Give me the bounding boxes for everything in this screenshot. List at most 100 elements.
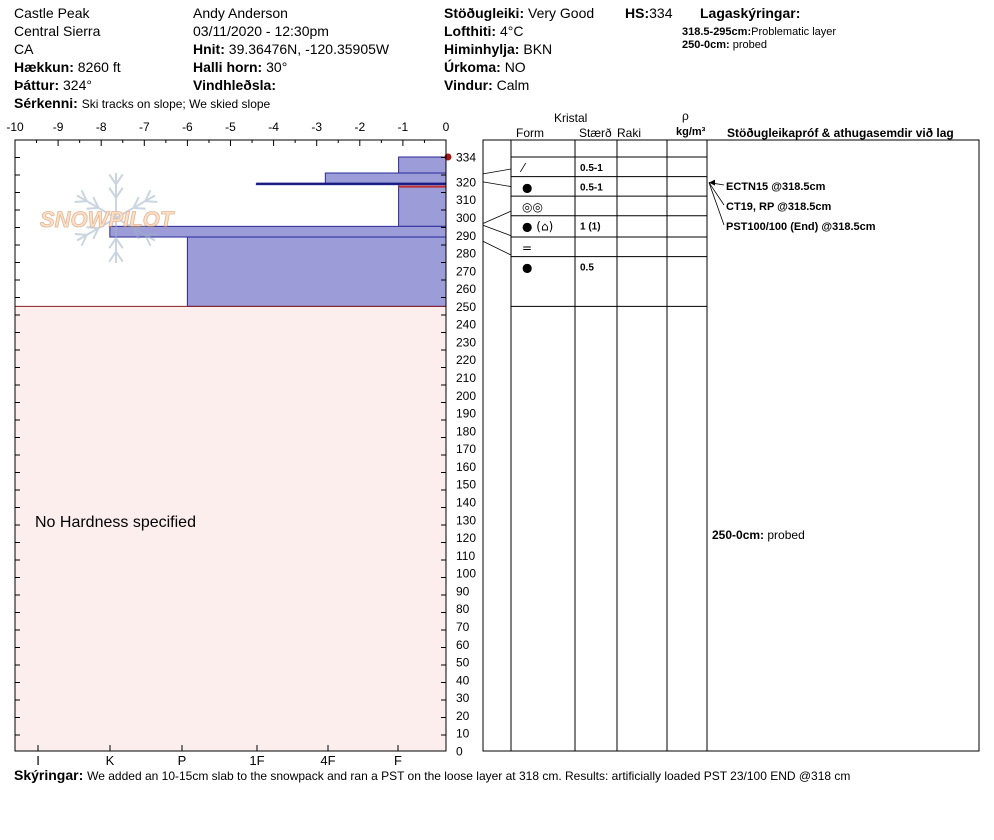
x-top-tick-label: -2 (354, 120, 365, 134)
snowflake-branch (108, 251, 117, 263)
crystal-form-symbol: ◎◎ (522, 200, 543, 214)
arrow-ct (708, 182, 725, 206)
x-bottom-tick-label: I (36, 753, 40, 768)
depth-connector-line (482, 224, 512, 237)
no-hardness-text: No Hardness specified (35, 514, 196, 531)
x-bottom-tick-label: P (178, 753, 187, 768)
snowflake-branch (115, 251, 124, 263)
hardness-layer-bar (324, 172, 447, 185)
y-tick-label: 180 (456, 424, 476, 438)
x-bottom-tick-label: 1F (249, 753, 264, 768)
elevation-label: Hækkun: (14, 59, 74, 75)
x-top-tick-label: -4 (268, 120, 279, 134)
sky-value: BKN (523, 41, 553, 57)
y-tick-label: 70 (456, 620, 470, 634)
y-tick-label: 120 (456, 531, 476, 545)
x-top-tick-label: -8 (96, 120, 107, 134)
test-pst: PST100/100 (End) @318.5cm (726, 221, 876, 233)
crystal-form-symbol: ● (522, 181, 532, 195)
y-tick-label: 270 (456, 264, 476, 278)
legend-2-range: 250-0cm: (682, 39, 730, 51)
snowflake-branch (132, 196, 140, 209)
y-tick-label: 160 (456, 460, 476, 474)
datetime: 03/11/2020 - 12:30pm (193, 23, 329, 39)
snowflake-branch (92, 227, 100, 240)
wet-header: Raki (617, 126, 642, 140)
chart-background (15, 306, 446, 751)
form-header: Form (516, 126, 544, 140)
y-tick-label: 334 (456, 151, 476, 165)
snowflake-branch (115, 187, 124, 199)
comments-label: Skýringar: (14, 767, 84, 783)
y-tick-label: 0 (456, 745, 463, 759)
y-tick-label: 260 (456, 282, 476, 296)
state: CA (14, 41, 34, 57)
y-tick-label: 280 (456, 247, 476, 261)
depth-connector-line (482, 240, 512, 256)
snowflake-branch (145, 200, 158, 204)
snowflake-branch (86, 206, 99, 210)
x-top-tick-label: -5 (225, 120, 236, 134)
snowflake-arm (115, 194, 156, 219)
slope-label: Halli horn: (193, 59, 263, 75)
y-tick-label: 320 (456, 175, 476, 189)
y-tick-label: 200 (456, 389, 476, 403)
legend-1-text: Problematic layer (751, 26, 837, 38)
snowflake-branch (74, 232, 87, 236)
slope-value: 30° (266, 59, 288, 75)
snowflake-branch (108, 173, 117, 185)
depth-connector-line (482, 210, 512, 224)
x-top-tick-label: -1 (398, 120, 409, 134)
sky-label: Himinhylja: (444, 41, 520, 57)
snowflake-branch (115, 173, 124, 185)
coords-value: 39.36476N, -120.35905W (228, 41, 390, 57)
legend-item-2: 250-0cm: probed (682, 37, 767, 53)
y-tick-label: 60 (456, 638, 470, 652)
y-tick-label: 150 (456, 478, 476, 492)
crystal-form-symbol: = (522, 241, 532, 255)
air-temp-row: Lofthiti: 4°C (444, 23, 523, 39)
x-bottom-tick-label: F (394, 753, 402, 768)
test-ect: ECTN15 @318.5cm (726, 181, 826, 193)
x-top-tick-label: -3 (311, 120, 322, 134)
y-tick-label: 20 (456, 709, 470, 723)
observer: Andy Anderson (193, 5, 288, 21)
probed-text: probed (767, 528, 805, 542)
snowflake-branch (144, 234, 152, 247)
hs-row: HS:334 (625, 5, 672, 21)
hardness-layers (15, 153, 452, 307)
depth-connector-line (482, 181, 512, 187)
snowflake-branch (86, 226, 99, 230)
location: Castle Peak (14, 5, 90, 21)
snowflake-branch (115, 237, 124, 249)
crystal-table: ⁄ 0.5-1 ● 0.5-1 ◎◎ ● (⌂) 1 (1) = ● 0.5 (482, 139, 980, 752)
snowflake-branch (108, 187, 117, 199)
y-tick-label: 100 (456, 567, 476, 581)
snowflake-branch (133, 226, 146, 230)
elevation-value: 8260 ft (77, 59, 121, 75)
wind-loading-label: Vindhleðsla: (193, 77, 276, 93)
y-tick-label: 10 (456, 727, 470, 741)
y-tick-label: 190 (456, 407, 476, 421)
crystal-size-value: 0.5-1 (580, 163, 603, 174)
y-tick-label: 90 (456, 584, 470, 598)
chart-axes: -10 -9 -8 -7 -6 -5 -4 -3 -2 -1 0I K P 1F 4F F3343203103… (6, 120, 476, 768)
snowflake-branch (132, 227, 140, 240)
x-top-tick-label: -6 (182, 120, 193, 134)
snowflake-arm (76, 217, 117, 242)
range: Central Sierra (14, 23, 101, 39)
y-tick-label: 210 (456, 371, 476, 385)
precip-value: NO (504, 59, 526, 75)
legend-2-text: probed (732, 39, 768, 51)
snowpilot-logo-text: SNOWPILOT (40, 207, 175, 232)
y-tick-label: 290 (456, 229, 476, 243)
snowflake-branch (145, 232, 158, 236)
coords-row: Hnit: 39.36476N, -120.35905W (193, 41, 389, 57)
comments-text: We added an 10-15cm slab to the snowpack… (87, 769, 851, 783)
crystal-size-value: 0.5 (580, 263, 594, 274)
y-tick-label: 220 (456, 353, 476, 367)
coords-label: Hnit: (193, 41, 225, 57)
y-tick-label: 80 (456, 602, 470, 616)
x-top-tick-label: -9 (53, 120, 64, 134)
